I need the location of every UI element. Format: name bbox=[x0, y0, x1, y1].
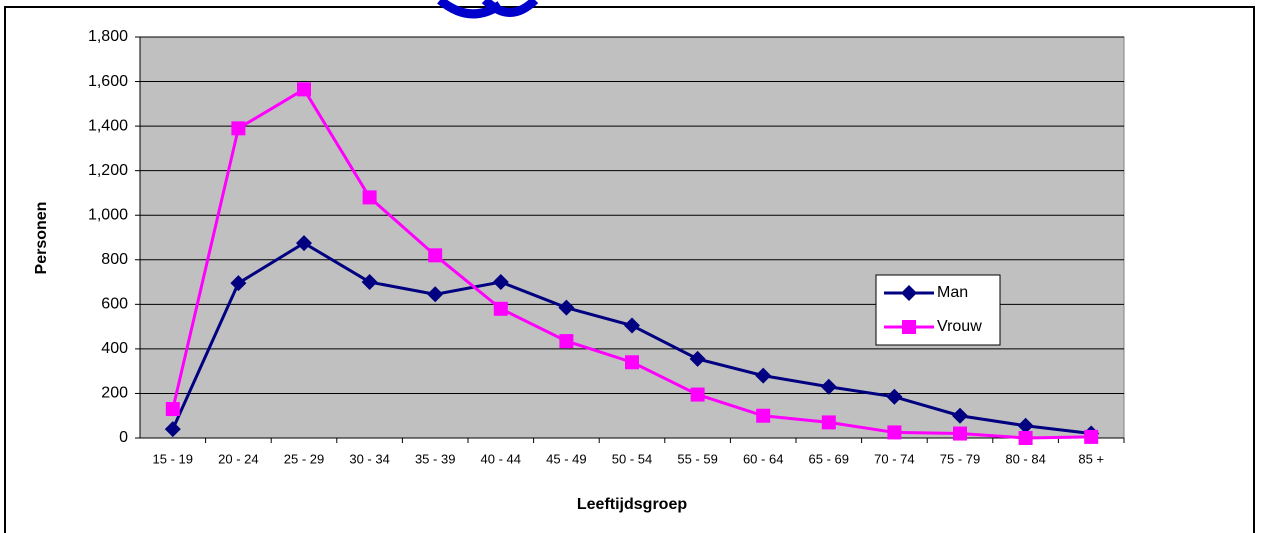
y-tick-label: 400 bbox=[101, 340, 128, 357]
marker bbox=[953, 426, 967, 441]
legend-label: Man bbox=[937, 284, 968, 301]
marker bbox=[428, 248, 443, 263]
marker bbox=[361, 274, 378, 291]
marker bbox=[1017, 417, 1034, 434]
y-tick-label: 1,400 bbox=[88, 117, 128, 134]
marker bbox=[755, 367, 772, 384]
y-tick-label: 1,000 bbox=[88, 206, 128, 223]
marker bbox=[493, 301, 508, 316]
marker bbox=[362, 190, 377, 205]
logo-fragment bbox=[437, 0, 539, 19]
x-tick-label: 65 - 69 bbox=[809, 451, 849, 466]
x-tick-label: 75 - 79 bbox=[940, 451, 980, 466]
marker bbox=[624, 317, 640, 334]
marker bbox=[886, 388, 903, 405]
marker bbox=[901, 285, 917, 301]
marker bbox=[231, 121, 246, 136]
marker bbox=[165, 402, 180, 417]
marker bbox=[492, 274, 509, 291]
marker bbox=[1018, 431, 1033, 445]
x-tick-label: 50 - 54 bbox=[612, 451, 652, 466]
marker bbox=[1084, 429, 1099, 444]
x-tick-label: 80 - 84 bbox=[1005, 451, 1045, 466]
x-tick-label: 85 + bbox=[1078, 451, 1104, 466]
marker bbox=[427, 286, 444, 303]
y-axis-label: Personen bbox=[33, 202, 50, 275]
legend-label: Vrouw bbox=[937, 318, 982, 335]
y-tick-label: 200 bbox=[101, 385, 128, 402]
y-tick-label: 800 bbox=[101, 251, 128, 268]
x-tick-label: 55 - 59 bbox=[677, 451, 717, 466]
x-tick-label: 35 - 39 bbox=[415, 451, 455, 466]
x-tick-label: 15 - 19 bbox=[153, 451, 193, 466]
y-tick-label: 1,600 bbox=[88, 73, 128, 90]
x-tick-label: 25 - 29 bbox=[284, 451, 324, 466]
marker bbox=[887, 425, 902, 440]
y-tick-label: 1,800 bbox=[88, 28, 128, 45]
y-tick-label: 600 bbox=[101, 296, 128, 313]
marker bbox=[690, 387, 705, 402]
marker bbox=[756, 408, 771, 423]
marker bbox=[558, 299, 575, 316]
chart-frame bbox=[4, 6, 1255, 533]
marker bbox=[297, 82, 311, 97]
x-tick-label: 70 - 74 bbox=[874, 451, 914, 466]
x-tick-label: 60 - 64 bbox=[743, 451, 783, 466]
x-tick-label: 30 - 34 bbox=[349, 451, 389, 466]
plot-area bbox=[139, 36, 1125, 439]
legend-box bbox=[875, 274, 1001, 346]
marker bbox=[821, 415, 836, 430]
marker bbox=[230, 275, 247, 292]
x-tick-label: 45 - 49 bbox=[546, 451, 586, 466]
x-tick-label: 40 - 44 bbox=[481, 451, 521, 466]
y-tick-label: 0 bbox=[119, 429, 128, 446]
marker bbox=[902, 320, 916, 334]
y-tick-label: 1,200 bbox=[88, 162, 128, 179]
marker bbox=[689, 350, 706, 367]
marker bbox=[625, 355, 639, 370]
x-tick-label: 20 - 24 bbox=[218, 451, 258, 466]
marker bbox=[820, 378, 837, 395]
marker bbox=[296, 235, 312, 252]
marker bbox=[952, 407, 968, 424]
marker bbox=[559, 334, 574, 349]
marker bbox=[164, 421, 181, 438]
x-axis-label: Leeftijdsgroep bbox=[577, 496, 687, 513]
